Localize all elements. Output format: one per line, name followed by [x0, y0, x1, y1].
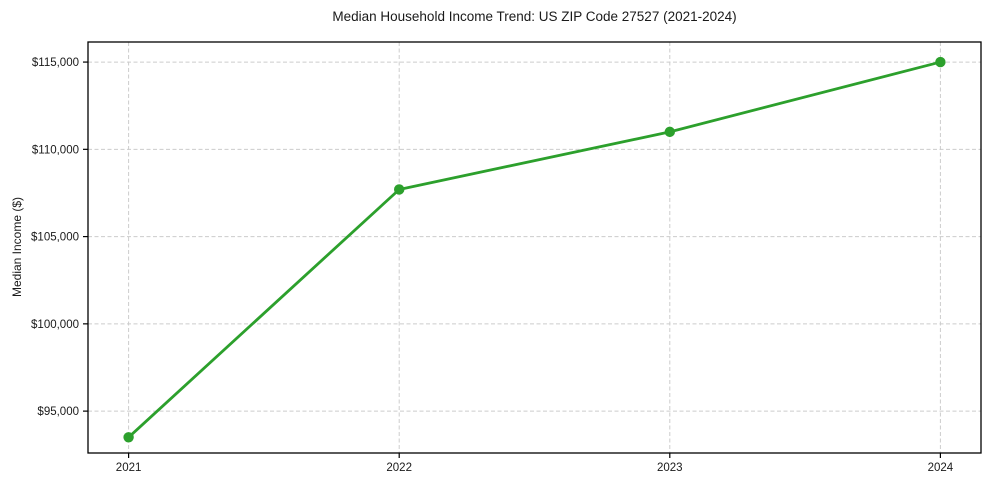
data-point-2024 — [935, 56, 946, 68]
y-tick-label: $105,000 — [31, 232, 79, 244]
x-tick-label: 2022 — [386, 462, 412, 474]
y-tick-label: $100,000 — [31, 319, 79, 331]
data-point-2021 — [123, 432, 134, 443]
x-tick-label: 2023 — [657, 462, 683, 474]
y-tick-label: $115,000 — [32, 57, 79, 69]
chart-title: Median Household Income Trend: US ZIP Co… — [332, 9, 737, 24]
y-tick-label: $110,000 — [32, 144, 79, 156]
plot-border — [87, 41, 982, 454]
x-tick-label: 2021 — [116, 462, 142, 474]
x-tick-label: 2024 — [928, 462, 954, 474]
y-tick-label: $95,000 — [37, 406, 79, 418]
data-point-2022 — [394, 184, 405, 195]
income-trend-line — [127, 60, 942, 439]
data-point-2023 — [664, 126, 675, 138]
